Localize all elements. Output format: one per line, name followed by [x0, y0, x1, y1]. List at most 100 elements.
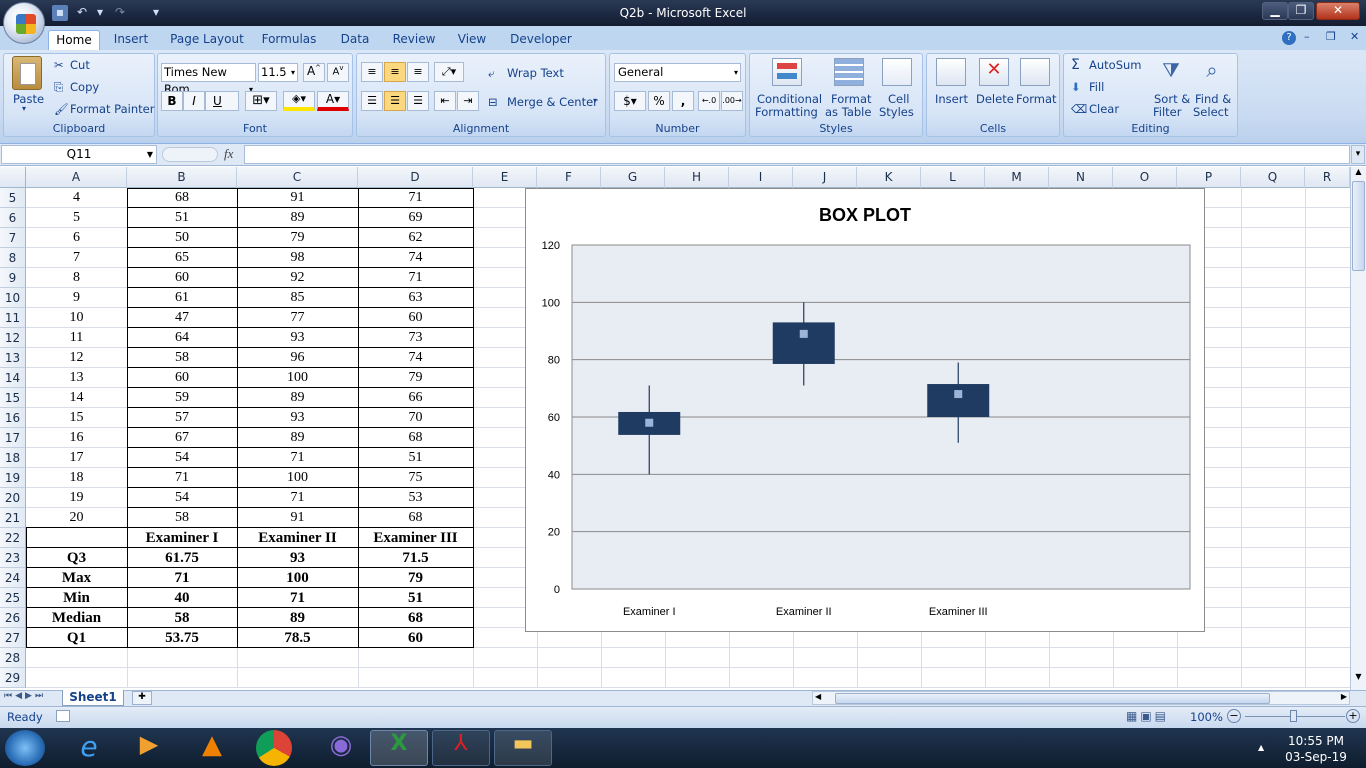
fill-button[interactable]: Fill: [1089, 80, 1105, 94]
cell-a9[interactable]: 8: [73, 270, 80, 285]
vlc-icon[interactable]: ▲: [202, 730, 222, 760]
grow-font-button[interactable]: A^: [303, 63, 325, 82]
row-header[interactable]: 21: [0, 508, 26, 528]
clear-icon[interactable]: ⌫: [1071, 102, 1088, 116]
cell-d13[interactable]: 74: [408, 350, 423, 365]
cell-d5[interactable]: 71: [408, 190, 423, 205]
clear-button[interactable]: Clear: [1089, 102, 1120, 116]
row-header[interactable]: 19: [0, 468, 26, 488]
column-header-o[interactable]: O: [1113, 167, 1177, 188]
macro-record-icon[interactable]: [56, 710, 70, 722]
explorer-folder-icon[interactable]: ▬: [494, 730, 552, 766]
row-header[interactable]: 17: [0, 428, 26, 448]
insert-cells-button[interactable]: Insert: [935, 92, 968, 106]
chevron-down-icon[interactable]: ▾: [593, 96, 598, 105]
cell-d8[interactable]: 74: [408, 250, 423, 265]
column-header-h[interactable]: H: [665, 167, 729, 188]
cell-styles-label2[interactable]: Styles: [879, 105, 914, 119]
column-header-j[interactable]: J: [793, 167, 857, 188]
cell-b16[interactable]: 57: [175, 410, 189, 425]
cell-a8[interactable]: 7: [73, 250, 80, 265]
cell-a23[interactable]: Q3: [66, 550, 87, 566]
align-top-icon[interactable]: ≡: [361, 62, 383, 82]
cell-d10[interactable]: 63: [408, 290, 423, 305]
cut-icon[interactable]: ✂: [54, 58, 64, 72]
cell-c24[interactable]: 100: [286, 570, 309, 586]
font-size-select[interactable]: 11.5 ▾: [258, 63, 298, 82]
conditional-formatting-label2[interactable]: Formatting: [755, 105, 818, 119]
scroll-thumb[interactable]: [1352, 181, 1365, 271]
cell-a15[interactable]: 14: [69, 390, 84, 405]
help-icon[interactable]: ?: [1282, 31, 1296, 45]
cell-d24[interactable]: 79: [408, 570, 423, 586]
cell-b15[interactable]: 59: [175, 390, 189, 405]
zoom-slider-thumb[interactable]: [1290, 710, 1297, 722]
percent-button[interactable]: %: [648, 91, 670, 111]
clock-time[interactable]: 10:55 PM: [1288, 734, 1344, 748]
cell-d23[interactable]: 71.5: [402, 550, 429, 566]
select-all-button[interactable]: [0, 167, 26, 188]
cell-c8[interactable]: 98: [290, 250, 305, 265]
cell-b12[interactable]: 64: [175, 330, 189, 345]
cell-b24[interactable]: 71: [174, 570, 190, 586]
cell-a21[interactable]: 20: [69, 510, 84, 525]
box-plot-chart[interactable]: 0 20 40 60 80 100 120 BOX PLOT Examiner I Examine…: [525, 188, 1205, 632]
cell-d11[interactable]: 60: [408, 310, 423, 325]
cell-c26[interactable]: 89: [290, 610, 305, 626]
cell-c27[interactable]: 78.5: [284, 630, 311, 646]
formula-expand-icon[interactable]: [162, 147, 218, 162]
cell-a19[interactable]: 18: [69, 470, 84, 485]
cell-b29[interactable]: [127, 668, 237, 688]
cell-d22[interactable]: Examiner III: [373, 530, 458, 546]
format-as-table-label[interactable]: Format: [831, 92, 872, 106]
cell-b28[interactable]: [127, 648, 237, 668]
row-header[interactable]: 24: [0, 568, 26, 588]
row-header[interactable]: 22: [0, 528, 26, 548]
bold-button[interactable]: B: [161, 91, 183, 111]
increase-decimal-icon[interactable]: ←.0: [698, 91, 720, 111]
cell-styles-label[interactable]: Cell: [888, 92, 910, 106]
cell-b11[interactable]: 47: [175, 310, 189, 325]
cell-b14[interactable]: 60: [175, 370, 189, 385]
row-header[interactable]: 13: [0, 348, 26, 368]
row-header[interactable]: 14: [0, 368, 26, 388]
format-as-table-label2[interactable]: as Table: [825, 105, 872, 119]
vertical-scrollbar[interactable]: ▲ ▼: [1350, 167, 1366, 690]
cell-d20[interactable]: 53: [408, 490, 423, 505]
cell-a11[interactable]: 10: [69, 310, 84, 325]
cell-a7[interactable]: 6: [73, 230, 80, 245]
cell-c6[interactable]: 89: [290, 210, 305, 225]
undo-dropdown-icon[interactable]: ▾: [96, 5, 104, 19]
tray-arrow-icon[interactable]: ▲: [1258, 743, 1265, 752]
row-header[interactable]: 25: [0, 588, 26, 608]
scroll-right-icon[interactable]: ▶: [1340, 692, 1347, 701]
format-painter-button[interactable]: Format Painter: [70, 102, 155, 116]
cell-a14[interactable]: 13: [69, 370, 84, 385]
font-name-select[interactable]: Times New Rom ▾: [161, 63, 256, 96]
cell-a6[interactable]: 5: [73, 210, 80, 225]
cell-c21[interactable]: 91: [290, 510, 305, 525]
cell-a5[interactable]: 4: [73, 190, 80, 205]
eclipse-icon[interactable]: ◉: [329, 730, 353, 760]
conditional-formatting-label[interactable]: Conditional: [757, 92, 823, 106]
cell-a24[interactable]: Max: [61, 570, 92, 586]
insert-function-icon[interactable]: fx: [224, 146, 234, 161]
tab-formulas[interactable]: Formulas: [261, 32, 317, 46]
row-header[interactable]: 5: [0, 188, 26, 208]
horizontal-scrollbar[interactable]: ◀ ▶: [812, 691, 1350, 705]
ribbon-close-icon[interactable]: ✕: [1350, 30, 1360, 43]
sort-filter-label2[interactable]: Filter: [1153, 105, 1182, 119]
cell-d18[interactable]: 51: [408, 450, 423, 465]
row-header[interactable]: 6: [0, 208, 26, 228]
tab-page-layout[interactable]: Page Layout: [170, 32, 244, 46]
name-box[interactable]: Q11 ▼: [1, 145, 157, 164]
format-as-table-icon[interactable]: [834, 58, 864, 86]
cell-c16[interactable]: 93: [290, 410, 305, 425]
cell-d21[interactable]: 68: [408, 510, 423, 525]
cell-d12[interactable]: 73: [408, 330, 423, 345]
column-header-b[interactable]: B: [127, 167, 237, 188]
row-header[interactable]: 26: [0, 608, 26, 628]
save-icon[interactable]: ▪: [52, 5, 68, 21]
column-header-e[interactable]: E: [473, 167, 537, 188]
number-format-select[interactable]: General ▾: [614, 63, 741, 82]
